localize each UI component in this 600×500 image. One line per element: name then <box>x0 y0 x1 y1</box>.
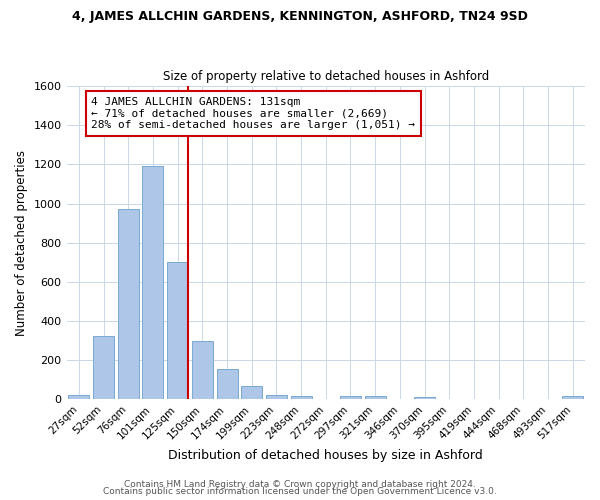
Bar <box>142 166 163 400</box>
Bar <box>562 396 583 400</box>
Bar <box>118 210 139 400</box>
Bar <box>340 396 361 400</box>
Title: Size of property relative to detached houses in Ashford: Size of property relative to detached ho… <box>163 70 489 84</box>
X-axis label: Distribution of detached houses by size in Ashford: Distribution of detached houses by size … <box>169 450 483 462</box>
Bar <box>365 396 386 400</box>
Bar <box>241 386 262 400</box>
Text: Contains HM Land Registry data © Crown copyright and database right 2024.: Contains HM Land Registry data © Crown c… <box>124 480 476 489</box>
Bar <box>192 340 213 400</box>
Bar <box>167 262 188 400</box>
Bar <box>93 336 114 400</box>
Bar <box>217 369 238 400</box>
Bar <box>68 394 89 400</box>
Bar <box>290 396 311 400</box>
Bar <box>266 394 287 400</box>
Text: 4, JAMES ALLCHIN GARDENS, KENNINGTON, ASHFORD, TN24 9SD: 4, JAMES ALLCHIN GARDENS, KENNINGTON, AS… <box>72 10 528 23</box>
Y-axis label: Number of detached properties: Number of detached properties <box>15 150 28 336</box>
Text: Contains public sector information licensed under the Open Government Licence v3: Contains public sector information licen… <box>103 487 497 496</box>
Text: 4 JAMES ALLCHIN GARDENS: 131sqm
← 71% of detached houses are smaller (2,669)
28%: 4 JAMES ALLCHIN GARDENS: 131sqm ← 71% of… <box>91 97 415 130</box>
Bar <box>414 398 435 400</box>
